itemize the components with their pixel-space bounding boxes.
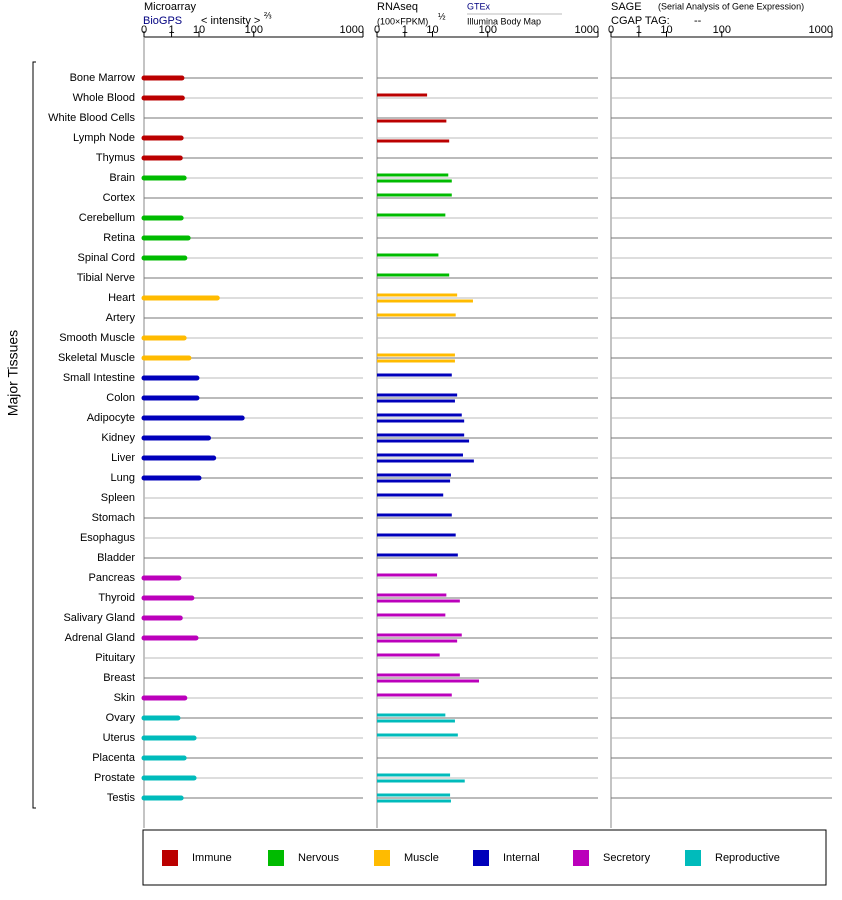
tissue-label: Thyroid bbox=[98, 592, 135, 604]
series-name: BioGPS bbox=[143, 15, 182, 27]
x-tick-label: 0 bbox=[374, 24, 380, 36]
x-tick-label: 1000 bbox=[340, 24, 364, 36]
panel-title: SAGE bbox=[611, 1, 642, 13]
panel-title: RNAseq bbox=[377, 1, 418, 13]
tissue-label: Adrenal Gland bbox=[65, 632, 135, 644]
tissue-label: Breast bbox=[103, 672, 135, 684]
axis-label: (100×FPKM) bbox=[377, 16, 428, 26]
tissue-label: Uterus bbox=[103, 732, 136, 744]
y-axis-label: Major Tissues bbox=[5, 330, 21, 416]
series-name: Illumina Body Map bbox=[467, 16, 541, 26]
tissue-label: Pancreas bbox=[89, 572, 136, 584]
tissue-label: Spleen bbox=[101, 492, 135, 504]
legend-swatch bbox=[473, 850, 489, 866]
tissue-label: Tibial Nerve bbox=[77, 272, 135, 284]
tissue-label: Esophagus bbox=[80, 532, 136, 544]
legend-swatch bbox=[685, 850, 701, 866]
tissue-label: Lymph Node bbox=[73, 132, 135, 144]
tissue-label: Cortex bbox=[103, 192, 136, 204]
axis-label-exponent: ½ bbox=[438, 11, 446, 21]
tissue-label: Kidney bbox=[101, 432, 135, 444]
tissue-label: Spinal Cord bbox=[78, 252, 135, 264]
legend-label: Reproductive bbox=[715, 852, 780, 864]
legend-swatch bbox=[374, 850, 390, 866]
tissue-label: Stomach bbox=[92, 512, 135, 524]
x-tick-label: 10 bbox=[193, 24, 205, 36]
tissue-label: Skin bbox=[114, 692, 135, 704]
x-tick-label: 1 bbox=[169, 24, 175, 36]
tag-label: CGAP TAG: bbox=[611, 15, 670, 27]
tissue-label: Liver bbox=[111, 452, 135, 464]
tissue-label: Smooth Muscle bbox=[59, 332, 135, 344]
tissue-label: Prostate bbox=[94, 772, 135, 784]
legend-label: Immune bbox=[192, 852, 232, 864]
tissue-label: Brain bbox=[109, 172, 135, 184]
x-tick-label: 100 bbox=[479, 24, 497, 36]
bracket bbox=[32, 61, 36, 809]
x-tick-label: 0 bbox=[608, 24, 614, 36]
x-tick-label: 10 bbox=[660, 24, 672, 36]
x-tick-label: 100 bbox=[245, 24, 263, 36]
legend-label: Nervous bbox=[298, 852, 339, 864]
legend-label: Secretory bbox=[603, 852, 651, 864]
tissue-label: Testis bbox=[107, 792, 136, 804]
tissue-label: Pituitary bbox=[95, 652, 135, 664]
tissue-label: White Blood Cells bbox=[48, 112, 135, 124]
legend-label: Internal bbox=[503, 852, 540, 864]
tissue-label: Cerebellum bbox=[79, 212, 135, 224]
x-tick-label: 1 bbox=[402, 24, 408, 36]
legend-box bbox=[142, 829, 827, 886]
tissue-label: Bladder bbox=[97, 552, 135, 564]
tissue-label: Skeletal Muscle bbox=[58, 352, 135, 364]
tissue-label: Bone Marrow bbox=[70, 72, 135, 84]
tissue-label: Heart bbox=[108, 292, 135, 304]
axis-label-exponent: ⅔ bbox=[264, 10, 272, 20]
tissue-label: Lung bbox=[111, 472, 135, 484]
axis-label: < intensity > bbox=[201, 15, 260, 27]
panel-subtitle: (Serial Analysis of Gene Expression) bbox=[658, 1, 804, 11]
tissue-label: Colon bbox=[106, 392, 135, 404]
series-name: GTEx bbox=[467, 1, 491, 11]
tissue-label: Small Intestine bbox=[63, 372, 135, 384]
x-tick-label: 0 bbox=[141, 24, 147, 36]
tissue-label: Salivary Gland bbox=[63, 612, 135, 624]
tissue-label: Placenta bbox=[92, 752, 136, 764]
panel-title: Microarray bbox=[144, 1, 196, 13]
tissue-label: Whole Blood bbox=[73, 92, 135, 104]
x-tick-label: 10 bbox=[426, 24, 438, 36]
tag: -- bbox=[694, 15, 702, 27]
tissue-label: Retina bbox=[103, 232, 136, 244]
tissue-label: Adipocyte bbox=[87, 412, 135, 424]
legend-swatch bbox=[162, 850, 178, 866]
x-tick-label: 1000 bbox=[575, 24, 599, 36]
x-tick-label: 1 bbox=[636, 24, 642, 36]
tissue-label: Artery bbox=[106, 312, 136, 324]
legend-swatch bbox=[573, 850, 589, 866]
tissue-label: Thymus bbox=[96, 152, 136, 164]
x-tick-label: 1000 bbox=[809, 24, 833, 36]
x-tick-label: 100 bbox=[713, 24, 731, 36]
legend-label: Muscle bbox=[404, 852, 439, 864]
legend-swatch bbox=[268, 850, 284, 866]
tissue-label: Ovary bbox=[106, 712, 136, 724]
